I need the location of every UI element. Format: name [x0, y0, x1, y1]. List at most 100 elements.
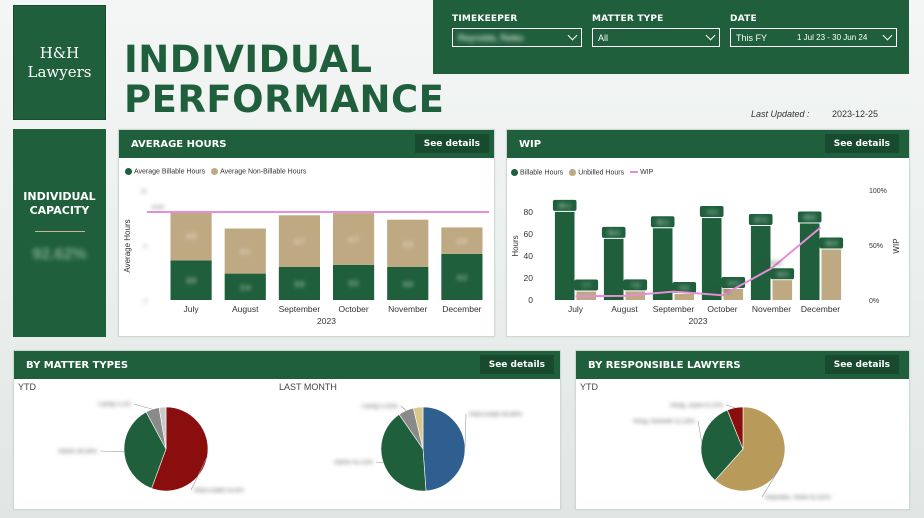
billable-bar [333, 264, 375, 300]
matter-types-header: BY MATTER TYPES [14, 351, 560, 379]
responsible-lawyers-see-details-button[interactable]: See details [824, 355, 899, 374]
responsible-lawyers-ytd-label: YTD [580, 382, 598, 392]
non-billable-bar [224, 228, 266, 274]
capacity-title: INDIVIDUAL CAPACITY [13, 190, 106, 218]
average-hours-y-tick: 5 [144, 244, 148, 250]
average-hours-x-tick: August [232, 304, 259, 314]
billable-label-box [797, 211, 822, 223]
responsible-lawyers-ytd-pie: Reynolds, Reiko 61.62% Hong, Kenneth 32.2… [633, 403, 831, 501]
wip-y-tick: 60 [524, 229, 534, 239]
wip-line [575, 226, 822, 298]
pie-slice-label: Real Estate 55.6% [194, 488, 244, 494]
billable-label-box [748, 213, 773, 225]
average-hours-see-details-button[interactable]: See details [414, 134, 489, 153]
unbilled-label-box [574, 279, 599, 291]
pie-leader-line [133, 403, 153, 410]
chevron-down-icon [705, 30, 716, 41]
pie-leader-line [464, 413, 467, 448]
logo-line-1: H&H [39, 43, 80, 62]
billable-data-label: 3.2 [349, 280, 359, 287]
billable-hours-data-label: 55.6 [608, 231, 620, 237]
average-hours-panel: AVERAGE HOURS See details Average Billab… [118, 129, 495, 337]
date-dropdown[interactable]: This FY 1 Jul 23 - 30 Jun 24 [730, 28, 897, 47]
average-hours-y-axis-label: Average Hours [123, 219, 132, 272]
filter-bar: TIMEKEEPER Reynolds, Reiko MATTER TYPE A… [433, 0, 909, 74]
timekeeper-dropdown[interactable]: Reynolds, Reiko [452, 28, 582, 47]
billable-label-box [552, 199, 577, 211]
non-billable-data-label: 4.5 [186, 234, 196, 241]
billable-hours-data-label: 65.2 [657, 220, 669, 226]
pie-slice-label: Reynolds, Reiko 61.62% [765, 495, 831, 501]
legend-billable: Average Billable Hours [125, 168, 205, 175]
average-hours-x-tick: September [279, 304, 321, 314]
pie-slice-label: Hong, Kenneth 32.28% [633, 419, 696, 425]
wip-legend: Billable Hours Unbilled Hours WIP [511, 169, 653, 176]
wip-x-axis-label: 2023 [689, 316, 708, 326]
wip-y2-tick: 50% [869, 243, 883, 250]
billable-data-label: 3.0 [403, 282, 413, 289]
average-hours-chart: Average Hours 10 5 0 3.6 4.5 July 2.4 4.1 August 3… [123, 189, 489, 326]
pie-leader-line [761, 463, 783, 498]
wip-y-axis-label: Hours [511, 235, 520, 256]
wip-data-label: 28.80% [761, 261, 782, 267]
matter-types-see-details-button[interactable]: See details [479, 355, 554, 374]
billable-hours-data-label: 67.3 [755, 218, 767, 224]
average-hours-y-tick: 10 [140, 189, 147, 195]
billable-label-box [699, 206, 724, 218]
unbilled-hours-bar [821, 249, 842, 300]
pie-slice [422, 406, 466, 492]
wip-x-tick: July [568, 304, 584, 314]
pie-slice-label: Admin 41.53% [334, 460, 374, 466]
legend-wip: WIP [630, 169, 653, 176]
billable-bar [224, 273, 266, 300]
billable-hours-bar [603, 238, 624, 300]
billable-data-label: 3.6 [186, 278, 196, 285]
non-billable-bar [387, 219, 429, 267]
wip-y2-tick: 0% [869, 298, 879, 305]
legend-non-billable: Average Non-Billable Hours [211, 168, 306, 175]
billable-hours-bar [554, 211, 575, 300]
average-hours-x-tick: November [388, 304, 427, 314]
wip-y2-tick: 100% [869, 188, 887, 195]
billable-label-box [650, 216, 675, 228]
non-billable-data-label: 4.3 [403, 241, 413, 248]
matter-types-title: BY MATTER TYPES [26, 359, 129, 371]
average-hours-title: AVERAGE HOURS [131, 138, 227, 150]
chevron-down-icon [567, 30, 578, 41]
non-billable-bar [170, 210, 212, 261]
billable-bar [170, 260, 212, 300]
pie-leader-line [725, 404, 736, 409]
page-title: INDIVIDUAL PERFORMANCE [124, 40, 444, 120]
billable-data-label: 3.0 [295, 282, 305, 289]
non-billable-bar [441, 227, 483, 254]
average-hours-x-tick: October [338, 304, 368, 314]
wip-see-details-button[interactable]: See details [824, 134, 899, 153]
non-billable-data-label: 2.4 [457, 239, 467, 246]
pie-leader-line [400, 405, 407, 411]
pie-slice [151, 406, 209, 492]
timekeeper-filter: TIMEKEEPER Reynolds, Reiko [452, 14, 582, 47]
average-hours-x-tick: December [442, 304, 481, 314]
matter-type-dropdown[interactable]: All [592, 28, 720, 47]
wip-panel: WIP See details Billable Hours Unbilled … [506, 129, 910, 337]
pie-slice-label: Family 5.2% [98, 402, 132, 408]
matter-types-last-month-pie: Real Estate 48.86% Admin 41.53% Family 5.9… [334, 404, 523, 492]
wip-y2-axis-label: WIP [892, 238, 901, 253]
billable-bar [387, 267, 429, 300]
non-billable-bar [333, 213, 375, 265]
average-hours-legend: Average Billable Hours Average Non-Billa… [125, 168, 306, 175]
matter-types-ytd-pie: Real Estate 55.6% Admin 36.56% Family 5.2% [58, 402, 244, 494]
legend-unbilled-hours: Unbilled Hours [569, 169, 624, 176]
last-updated-value: 2023-12-25 [832, 109, 879, 119]
matter-types-panel: BY MATTER TYPES See details YTD LAST MON… [13, 350, 561, 510]
date-label: DATE [730, 14, 757, 24]
unbilled-hours-data-label: 5.5 [680, 286, 689, 292]
billable-data-label: 2.4 [240, 285, 250, 292]
date-value: This FY [736, 32, 768, 43]
pie-slice-label: Admin 36.56% [58, 449, 98, 455]
wip-y-tick: 80 [524, 207, 534, 217]
matter-type-label: MATTER TYPE [592, 14, 664, 24]
billable-data-label: 4.2 [457, 275, 467, 282]
target-line-label: 8.00 [152, 205, 164, 211]
wip-title: WIP [519, 138, 542, 150]
